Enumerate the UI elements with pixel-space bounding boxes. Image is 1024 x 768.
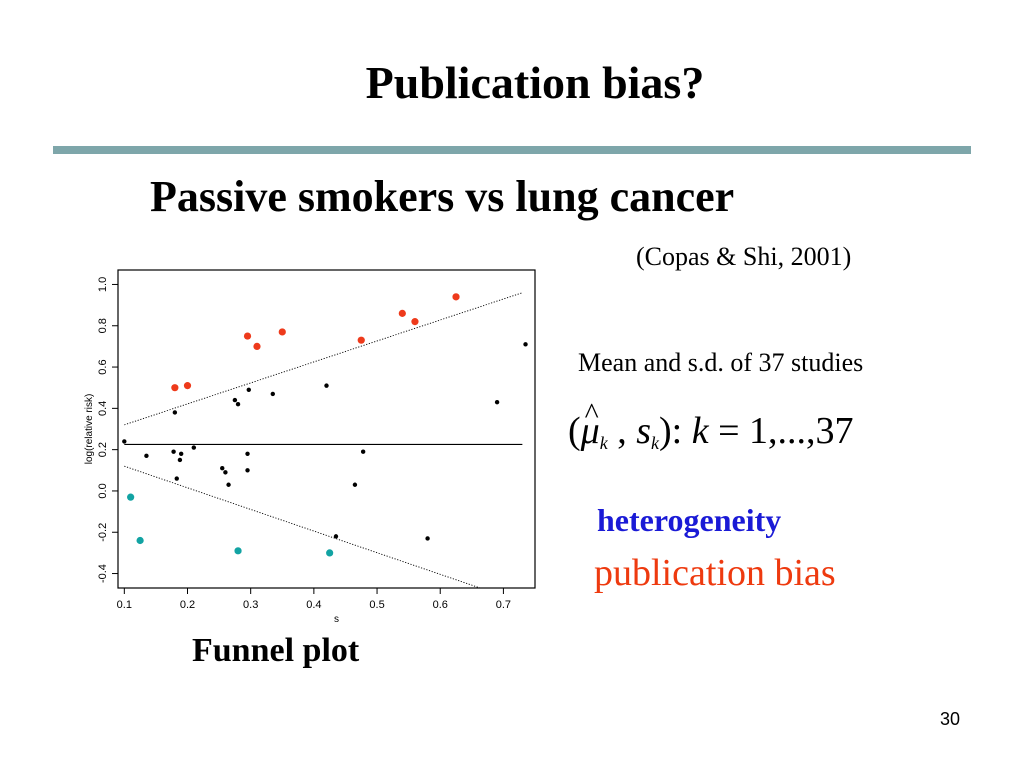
plot-caption: Funnel plot	[192, 632, 360, 669]
plot-frame	[117, 269, 536, 589]
y-tick-label: 0.6	[97, 359, 109, 374]
data-point	[352, 482, 358, 487]
data-point	[245, 451, 250, 456]
data-point	[178, 451, 184, 456]
data-point	[234, 547, 242, 555]
data-point	[425, 536, 430, 541]
data-point	[270, 391, 275, 397]
studies-summary: Mean and s.d. of 37 studies	[578, 348, 864, 377]
y-tick-label: 0.4	[97, 401, 109, 416]
data-point	[278, 328, 286, 336]
data-point	[253, 342, 261, 351]
y-tick-label: 0.2	[97, 442, 109, 457]
data-point	[127, 493, 135, 501]
data-point	[357, 336, 365, 344]
heterogeneity-label: heterogeneity	[597, 502, 782, 538]
data-point	[136, 536, 144, 545]
y-tick-label: 0.0	[97, 483, 109, 498]
formula-close-colon: ):	[659, 410, 683, 452]
x-tick-label: 0.3	[243, 599, 258, 611]
data-point	[171, 384, 179, 392]
data-point	[452, 293, 460, 301]
funnel-plot: 0.1 0.2 0.3 0.4 0.5 0.6 0.7 -0.4 -0.2 0.0 0.2 0.4 0.…	[84, 269, 536, 625]
data-point	[171, 449, 176, 454]
x-tick-label: 0.7	[496, 599, 511, 611]
formula-hat-accent: ^	[584, 397, 599, 430]
data-point	[177, 457, 183, 463]
data-point	[245, 468, 250, 473]
y-tick-label: 1.0	[97, 277, 109, 292]
data-point	[191, 445, 197, 450]
data-point	[220, 466, 225, 471]
x-tick-label: 0.1	[117, 599, 132, 611]
x-axis-label: s	[334, 614, 339, 625]
data-point	[232, 397, 238, 403]
data-point	[398, 309, 406, 317]
x-tick-label: 0.2	[180, 599, 195, 611]
y-axis-label: log(relative risk)	[84, 394, 95, 465]
formula-mu: μ	[580, 410, 600, 452]
data-point	[324, 383, 329, 388]
slide-title: Publication bias?	[365, 57, 705, 108]
data-point	[144, 453, 149, 459]
y-tick-label: -0.2	[97, 523, 109, 542]
data-point	[174, 476, 179, 481]
page-number: 30	[940, 709, 961, 729]
data-point	[246, 387, 251, 392]
publication-bias-label: publication bias	[594, 552, 836, 594]
formula-mu-subscript: k	[599, 433, 608, 453]
formula: (^ μk , sk): k = 1,...,37	[568, 397, 854, 466]
data-point	[326, 549, 334, 557]
y-tick-label: 0.8	[97, 318, 109, 333]
formula-k: k	[691, 410, 709, 452]
y-tick-label: -0.4	[97, 564, 109, 583]
x-tick-label: 0.6	[433, 599, 448, 611]
title-divider	[53, 146, 971, 154]
x-tick-label: 0.5	[369, 599, 384, 611]
slide-subtitle: Passive smokers vs lung cancer	[150, 172, 735, 221]
data-point	[235, 402, 241, 407]
data-point	[494, 399, 500, 405]
formula-s-subscript: k	[651, 433, 660, 453]
formula-mu-hat: ^ μ	[580, 397, 600, 454]
formula-comma: ,	[607, 410, 627, 452]
data-point	[172, 410, 178, 415]
data-point	[411, 318, 419, 326]
formula-range: = 1,...,37	[708, 410, 854, 452]
formula-s: s	[636, 410, 652, 452]
data-point	[333, 534, 339, 539]
x-tick-label: 0.4	[306, 599, 321, 611]
data-point	[243, 332, 252, 340]
data-point	[183, 382, 192, 390]
data-point	[122, 439, 127, 444]
data-point	[223, 470, 228, 475]
funnel-limit-line	[124, 465, 482, 588]
data-point	[226, 482, 231, 487]
formula-open-paren: (	[568, 410, 581, 452]
citation: (Copas & Shi, 2001)	[636, 242, 852, 271]
funnel-limit-line	[124, 292, 523, 426]
data-point	[360, 449, 366, 454]
data-point	[523, 342, 528, 347]
title-divider-bar	[53, 146, 971, 154]
